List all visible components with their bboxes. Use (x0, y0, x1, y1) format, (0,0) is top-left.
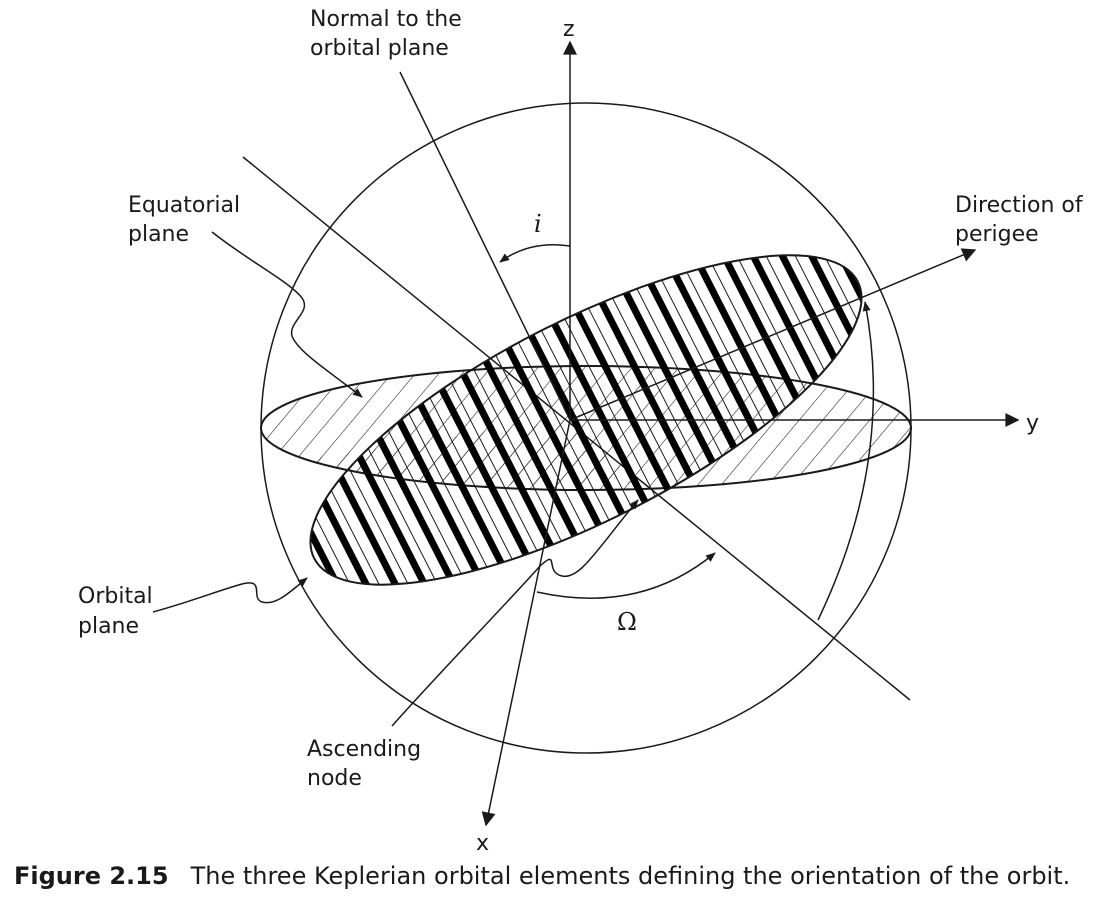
orbital-leader (152, 577, 308, 613)
equatorial-label-line2: plane (128, 222, 189, 247)
figure-caption-text: The three Keplerian orbital elements def… (190, 862, 1071, 890)
equatorial-front-overlay (300, 420, 640, 486)
ascending-label-line1: Ascending (307, 737, 421, 762)
perigee-label-line2: perigee (955, 222, 1039, 247)
x-axis-line (481, 419, 571, 827)
x-axis-label: x (476, 831, 489, 856)
orbit-normal-line (399, 71, 571, 421)
normal-label-line1: Normal to the (310, 7, 462, 32)
inclination-symbol: i (534, 210, 542, 238)
perigee-direction-line (569, 248, 977, 421)
ascending-node-leader (391, 499, 639, 727)
equatorial-label-line1: Equatorial (128, 193, 240, 218)
figure-caption: Figure 2.15 The three Keplerian orbital e… (14, 862, 1084, 896)
equatorial-leader (211, 231, 363, 398)
y-axis-label: y (1026, 411, 1039, 436)
ascending-label-line2: node (307, 766, 362, 791)
normal-label-line2: orbital plane (310, 36, 449, 61)
inclination-arc (499, 243, 571, 263)
raan-symbol: Ω (617, 608, 637, 636)
z-axis-label: z (563, 17, 575, 42)
perigee-label-line1: Direction of (955, 193, 1084, 218)
orbital-label-line2: plane (78, 614, 139, 639)
perigee-arc (817, 301, 875, 621)
orbital-label-line1: Orbital (78, 584, 153, 609)
figure-number: Figure 2.15 (14, 862, 169, 890)
raan-arc (536, 552, 716, 599)
